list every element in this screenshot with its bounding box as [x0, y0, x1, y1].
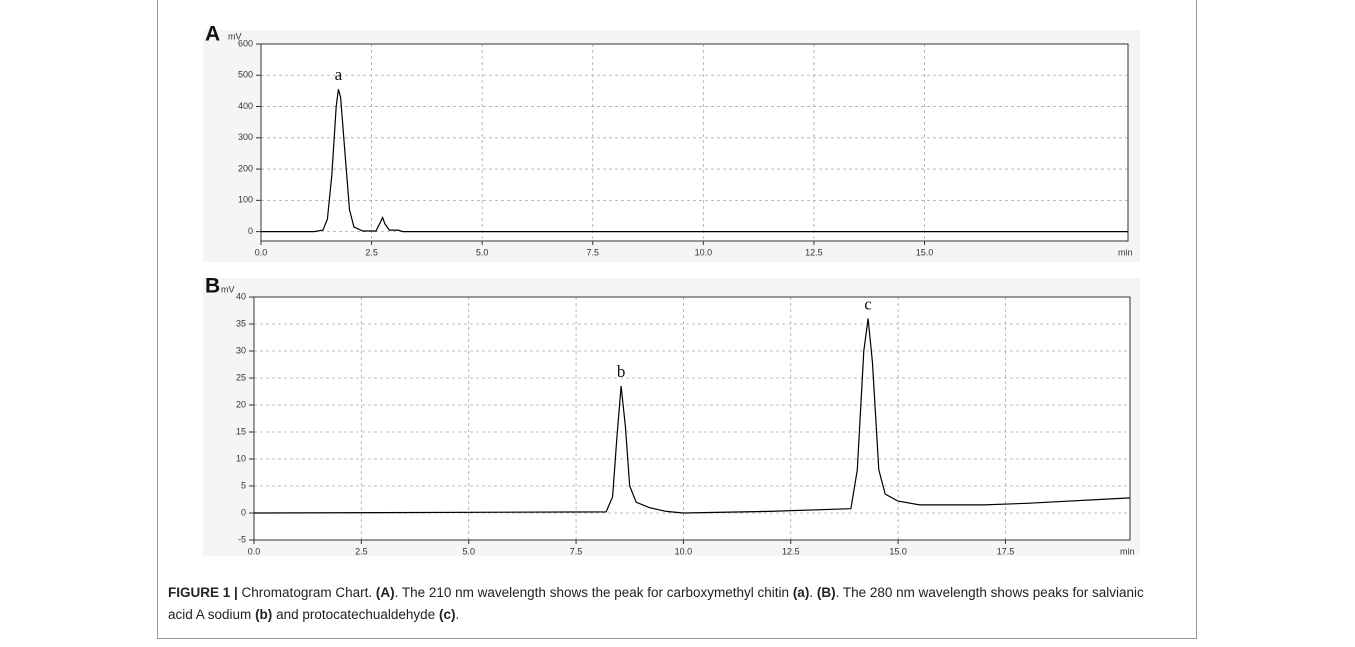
y-unit: mV: [228, 31, 242, 41]
caption-run: . The 210 nm wavelength shows the peak f…: [394, 585, 793, 600]
x-axis-label: min: [1120, 546, 1135, 556]
y-tick-label: 20: [236, 399, 246, 409]
panel-label: A: [205, 23, 220, 46]
y-tick-label: 5: [241, 480, 246, 490]
y-tick-label: 0: [241, 507, 246, 517]
x-tick-label: 15.0: [916, 247, 934, 257]
caption-run: and protocatechualdehyde: [272, 607, 439, 622]
x-tick-label: 7.5: [587, 247, 600, 257]
figure-frame: [157, 0, 1197, 639]
x-tick-label: 7.5: [570, 546, 583, 556]
y-tick-label: 300: [238, 132, 253, 142]
y-tick-label: 10: [236, 453, 246, 463]
x-tick-label: 0.0: [255, 247, 268, 257]
y-tick-label: -5: [238, 534, 246, 544]
x-tick-label: 10.0: [675, 546, 693, 556]
caption-run: (A): [375, 585, 395, 600]
y-tick-label: 35: [236, 318, 246, 328]
plot-area: [254, 297, 1130, 540]
caption-run: .: [455, 607, 460, 622]
caption-run: (a): [792, 585, 810, 600]
y-tick-label: 0: [248, 226, 253, 236]
caption: FIGURE 1 | Chromatogram Chart. (A). The …: [168, 582, 1168, 626]
y-tick-label: 15: [236, 426, 246, 436]
caption-run: FIGURE 1 |: [168, 585, 238, 600]
y-tick-label: 200: [238, 163, 253, 173]
plot-frame: [253, 296, 1131, 541]
caption-run: (B): [816, 585, 836, 600]
trace: [253, 318, 1131, 514]
x-tick-label: 17.5: [997, 546, 1015, 556]
caption-run: (b): [255, 607, 273, 622]
y-tick-label: 600: [238, 38, 253, 48]
x-tick-label: 2.5: [365, 247, 378, 257]
x-tick-label: 15.0: [889, 546, 907, 556]
x-tick-label: 10.0: [695, 247, 713, 257]
x-tick-label: 5.0: [476, 247, 489, 257]
peak-annotation: b: [617, 362, 626, 381]
y-tick-label: 25: [236, 372, 246, 382]
x-tick-label: 0.0: [248, 546, 261, 556]
x-tick-label: 12.5: [782, 546, 800, 556]
caption-run: (c): [438, 607, 456, 622]
y-unit: mV: [221, 284, 235, 294]
x-tick-label: 5.0: [462, 546, 475, 556]
caption-run: .: [809, 585, 817, 600]
y-tick-label: 40: [236, 291, 246, 301]
y-tick-label: 100: [238, 195, 253, 205]
x-tick-label: 2.5: [355, 546, 368, 556]
y-tick-label: 400: [238, 101, 253, 111]
x-tick-label: 12.5: [805, 247, 823, 257]
y-tick-label: 500: [238, 70, 253, 80]
peak-annotation: a: [335, 65, 343, 84]
caption-run: . The 280 nm wavelength shows peaks for …: [168, 585, 1144, 622]
plot-frame: [260, 43, 1129, 242]
trace: [261, 89, 1128, 233]
plot-area: [261, 44, 1128, 241]
x-axis-label: min: [1118, 247, 1133, 257]
y-tick-label: 30: [236, 345, 246, 355]
caption-run: Chromatogram Chart.: [237, 585, 376, 600]
peak-annotation: c: [864, 295, 872, 314]
panel-label: B: [205, 275, 220, 298]
